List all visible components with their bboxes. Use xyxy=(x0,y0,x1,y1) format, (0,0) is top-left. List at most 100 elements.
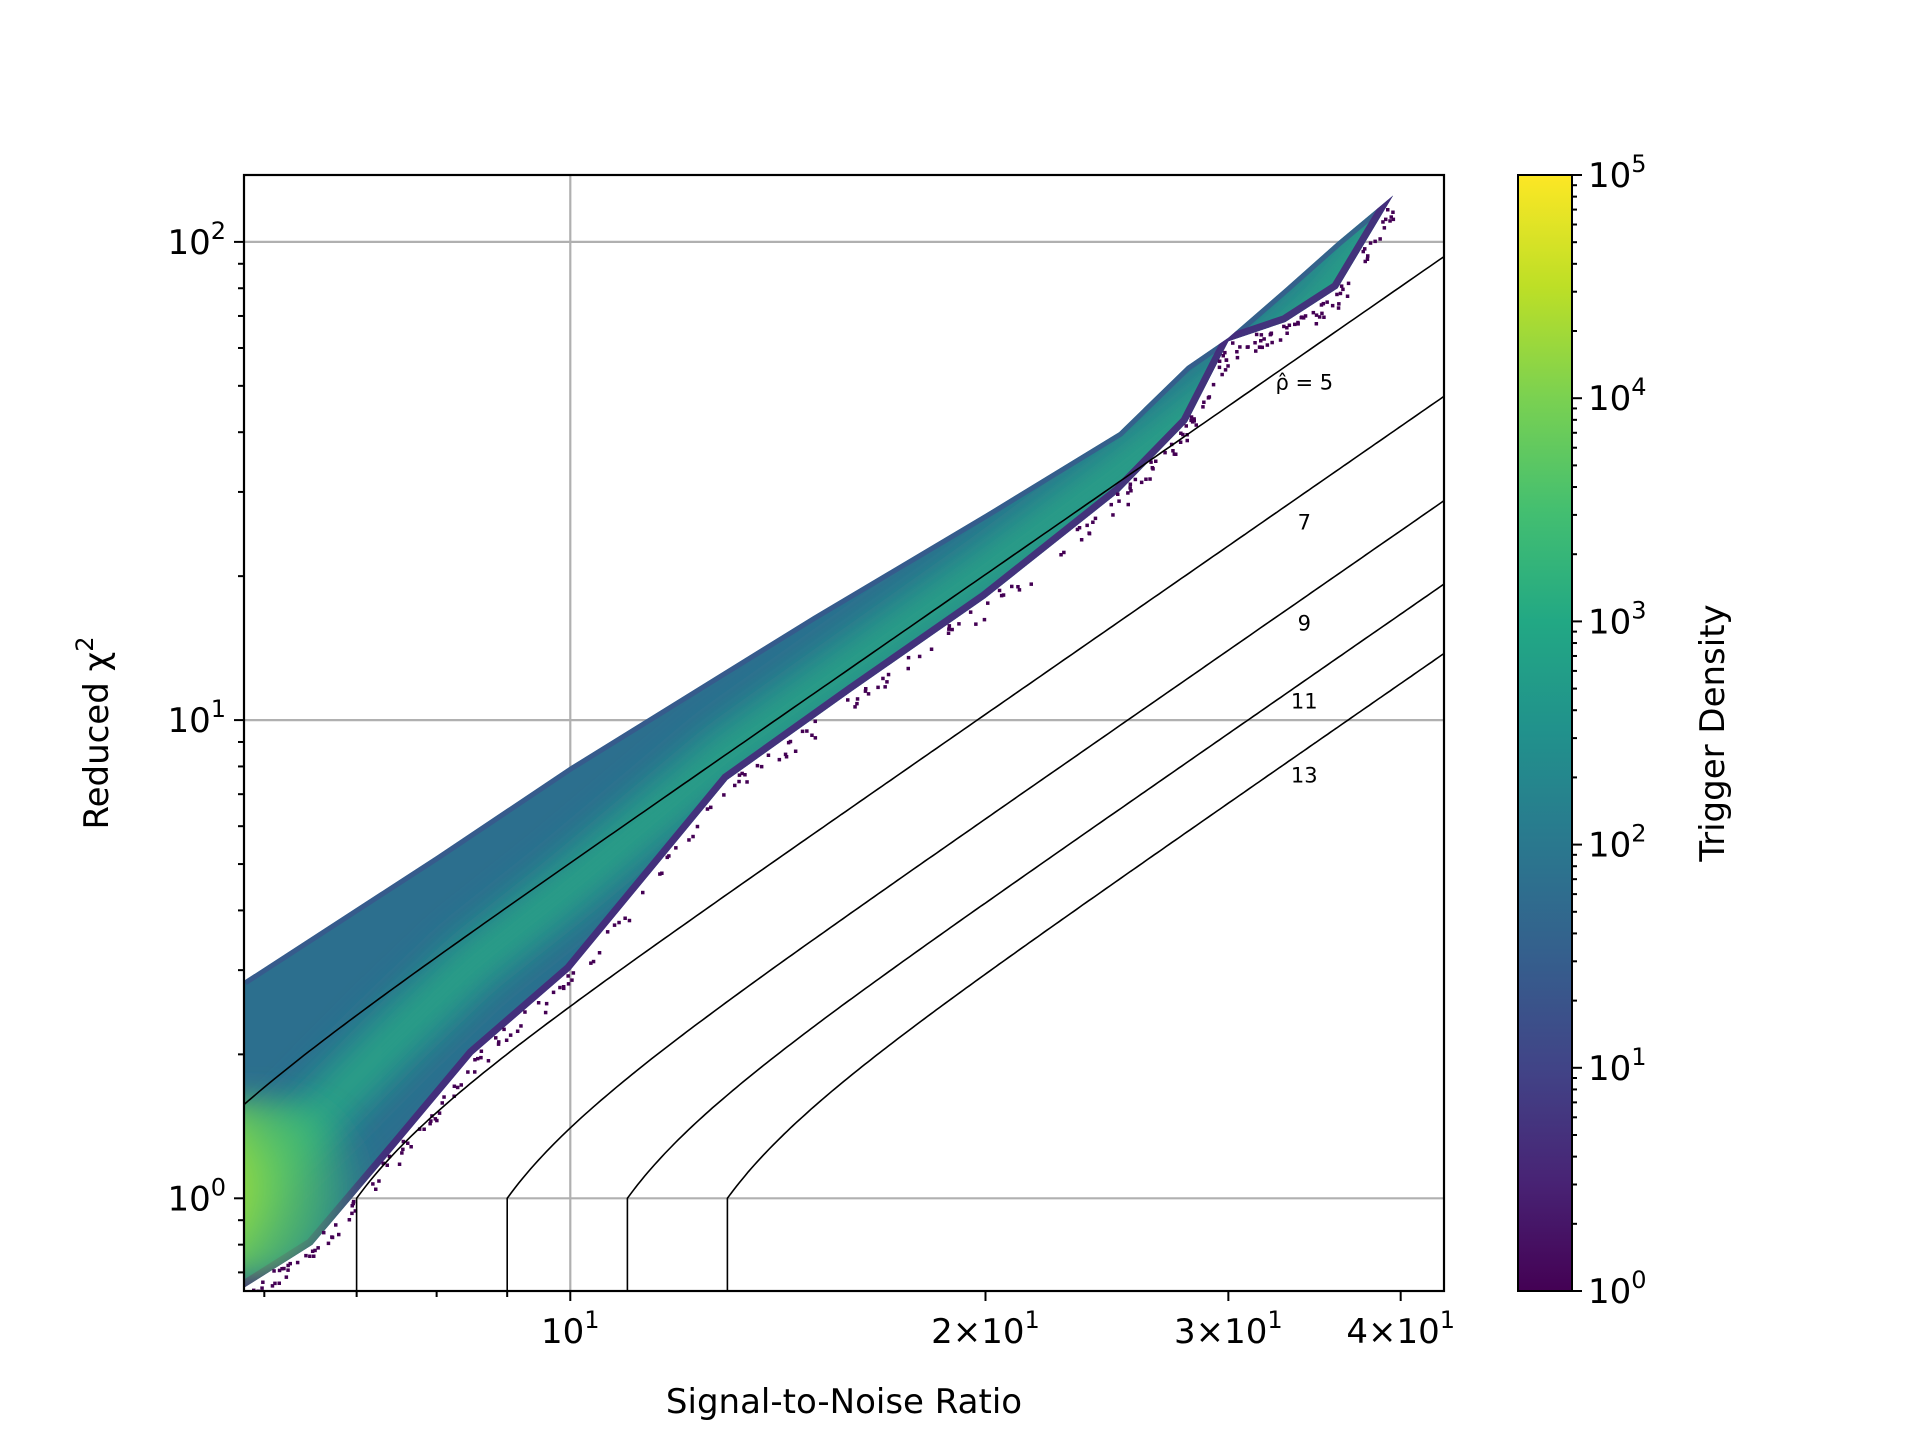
density-speckle xyxy=(866,692,871,696)
density-speckle xyxy=(1091,520,1095,524)
density-speckle xyxy=(1259,333,1264,337)
density-speckle xyxy=(387,1154,392,1159)
density-speckle xyxy=(313,1248,317,1253)
density-speckle xyxy=(519,1024,523,1028)
contour-label-5: ρ̂ = 5 xyxy=(1275,371,1333,395)
contour-rho-13 xyxy=(726,652,1444,1291)
density-speckle xyxy=(350,1204,354,1208)
density-speckle xyxy=(1189,415,1194,419)
density-speckle xyxy=(999,593,1004,598)
density-speckle xyxy=(1192,419,1196,423)
density-speckle xyxy=(1363,247,1367,251)
density-speckle xyxy=(429,1119,433,1123)
density-speckle xyxy=(591,959,596,964)
density-speckle xyxy=(1154,459,1158,463)
colorbar-tick-label: 103 xyxy=(1588,596,1647,642)
density-speckle xyxy=(1181,432,1185,437)
density-speckle xyxy=(350,1211,354,1216)
density-speckle xyxy=(1111,513,1115,517)
density-speckle xyxy=(1223,350,1227,355)
density-speckle xyxy=(674,846,678,850)
density-speckle xyxy=(846,698,850,702)
density-speckle xyxy=(1235,350,1239,354)
density-speckle xyxy=(1171,449,1175,453)
density-speckle xyxy=(691,834,695,839)
density-speckle xyxy=(1238,345,1242,349)
density-speckle xyxy=(755,763,760,768)
density-region-outer xyxy=(244,195,1394,1288)
x-axis-ticks: 101 2×101 3×101 4×101 xyxy=(263,1291,1455,1352)
x-tick-label: 3×101 xyxy=(1174,1306,1283,1352)
density-speckle xyxy=(1384,217,1388,222)
density-speckle xyxy=(1217,365,1222,370)
density-speckle xyxy=(1149,460,1153,464)
density-speckle xyxy=(1087,531,1092,536)
density-speckle xyxy=(273,1281,277,1286)
density-speckle xyxy=(440,1101,444,1105)
density-speckle xyxy=(982,617,987,622)
density-region xyxy=(244,195,1396,1291)
density-speckle xyxy=(406,1141,410,1145)
density-speckle xyxy=(272,1269,276,1273)
density-speckle xyxy=(1207,395,1212,399)
density-speckle xyxy=(433,1117,438,1121)
density-speckle xyxy=(813,719,817,724)
density-speckle xyxy=(374,1187,378,1191)
density-speckle xyxy=(658,872,662,876)
density-speckle xyxy=(562,986,566,991)
density-speckle xyxy=(316,1246,320,1250)
colorbar-tick-label: 104 xyxy=(1588,373,1647,419)
y-axis-ticks: 100 101 102 xyxy=(167,217,244,1274)
contour-label-11: 11 xyxy=(1291,689,1318,713)
y-tick-label: 100 xyxy=(167,1173,226,1219)
density-speckle xyxy=(459,1083,463,1087)
density-speckle xyxy=(1314,313,1319,317)
density-speckle xyxy=(737,773,742,777)
density-speckle xyxy=(260,1286,264,1290)
density-speckle xyxy=(308,1254,312,1258)
density-speckle xyxy=(623,916,627,920)
density-lower-fringe xyxy=(244,195,1394,1288)
density-speckle xyxy=(1133,477,1138,482)
density-speckle xyxy=(455,1085,460,1090)
density-speckle xyxy=(1361,249,1365,254)
density-speckle xyxy=(800,729,805,734)
density-speckle xyxy=(1245,345,1250,349)
density-speckle xyxy=(1017,588,1022,592)
contour-lines xyxy=(244,255,1444,1291)
density-speckle xyxy=(1126,502,1130,507)
density-speckle xyxy=(322,1230,326,1235)
density-speckle xyxy=(1314,322,1319,326)
density-speckle xyxy=(1391,217,1396,222)
density-speckle xyxy=(605,930,610,934)
density-speckle xyxy=(558,985,562,990)
density-speckle xyxy=(473,1070,477,1074)
density-speckle xyxy=(1116,492,1120,496)
density-speckle xyxy=(1079,538,1084,542)
density-speckle xyxy=(1016,585,1020,589)
density-speckle xyxy=(1311,310,1316,315)
density-speckle xyxy=(1373,239,1377,244)
density-speckle xyxy=(1192,417,1196,421)
density-speckle xyxy=(1345,294,1350,298)
y-tick-label: 102 xyxy=(167,217,226,263)
density-speckle xyxy=(1368,241,1373,245)
density-speckle xyxy=(428,1121,432,1126)
density-speckle xyxy=(494,1036,498,1040)
density-speckle xyxy=(351,1201,355,1206)
density-speckle xyxy=(883,685,887,689)
contour-label-13: 13 xyxy=(1291,763,1318,787)
density-speckle xyxy=(473,1058,477,1062)
density-speckle xyxy=(1217,359,1222,363)
density-speckle xyxy=(766,753,771,757)
density-speckle xyxy=(1391,210,1395,214)
density-speckle xyxy=(950,627,954,632)
density-speckle xyxy=(1179,431,1183,435)
density-speckle xyxy=(310,1249,315,1253)
density-speckle xyxy=(695,824,700,829)
density-speckle xyxy=(946,631,951,635)
density-speckle xyxy=(813,736,818,740)
density-speckle xyxy=(947,627,951,631)
density-speckle xyxy=(863,689,868,693)
density-speckle xyxy=(1285,326,1289,330)
